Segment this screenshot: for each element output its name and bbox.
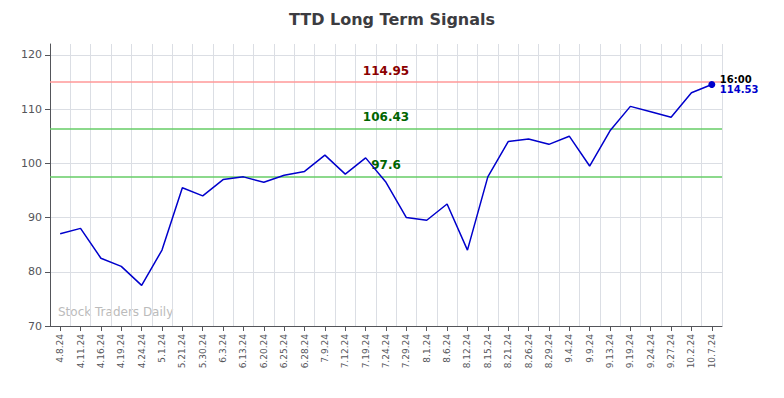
svg-text:5.30.24: 5.30.24: [198, 334, 208, 369]
svg-text:7.12.24: 7.12.24: [340, 334, 350, 369]
svg-text:9.27.24: 9.27.24: [666, 334, 676, 369]
svg-text:16:00: 16:00: [719, 74, 752, 85]
svg-text:4.11.24: 4.11.24: [76, 334, 86, 369]
svg-text:5.1.24: 5.1.24: [157, 334, 167, 363]
svg-text:9.9.24: 9.9.24: [585, 334, 595, 363]
svg-text:97.6: 97.6: [371, 158, 401, 173]
svg-text:90: 90: [28, 211, 42, 224]
svg-text:10.2.24: 10.2.24: [686, 334, 696, 369]
svg-text:6.3.24: 6.3.24: [218, 334, 228, 363]
svg-text:8.1.24: 8.1.24: [422, 334, 432, 363]
svg-text:100: 100: [21, 157, 42, 170]
svg-text:7.19.24: 7.19.24: [361, 334, 371, 369]
svg-text:7.24.24: 7.24.24: [381, 334, 391, 369]
svg-text:7.29.24: 7.29.24: [401, 334, 411, 369]
svg-text:8.6.24: 8.6.24: [442, 334, 452, 363]
svg-text:4.16.24: 4.16.24: [96, 334, 106, 369]
svg-text:4.24.24: 4.24.24: [137, 334, 147, 369]
svg-text:120: 120: [21, 48, 42, 61]
svg-text:9.19.24: 9.19.24: [625, 334, 635, 369]
svg-text:4.19.24: 4.19.24: [116, 334, 126, 369]
svg-text:8.15.24: 8.15.24: [483, 334, 493, 369]
svg-text:TTD Long Term Signals: TTD Long Term Signals: [289, 10, 495, 29]
svg-text:6.13.24: 6.13.24: [238, 334, 248, 369]
svg-text:7.9.24: 7.9.24: [320, 334, 330, 363]
svg-text:106.43: 106.43: [363, 110, 409, 124]
svg-text:114.95: 114.95: [363, 64, 409, 78]
svg-text:8.29.24: 8.29.24: [544, 334, 554, 369]
svg-text:8.26.24: 8.26.24: [524, 334, 534, 369]
svg-text:8.21.24: 8.21.24: [503, 334, 513, 369]
svg-text:80: 80: [28, 265, 42, 278]
svg-text:5.21.24: 5.21.24: [177, 334, 187, 369]
svg-text:6.28.24: 6.28.24: [300, 334, 310, 369]
svg-text:110: 110: [21, 103, 42, 116]
svg-text:4.8.24: 4.8.24: [55, 334, 65, 363]
svg-text:Stock Traders Daily: Stock Traders Daily: [58, 305, 173, 319]
svg-text:70: 70: [28, 320, 42, 333]
svg-text:10.7.24: 10.7.24: [707, 334, 717, 369]
svg-text:8.12.24: 8.12.24: [462, 334, 472, 369]
svg-text:9.24.24: 9.24.24: [646, 334, 656, 369]
svg-text:6.20.24: 6.20.24: [259, 334, 269, 369]
svg-text:9.13.24: 9.13.24: [605, 334, 615, 369]
svg-text:9.4.24: 9.4.24: [564, 334, 574, 363]
svg-text:114.53: 114.53: [720, 84, 759, 95]
svg-text:6.25.24: 6.25.24: [279, 334, 289, 369]
